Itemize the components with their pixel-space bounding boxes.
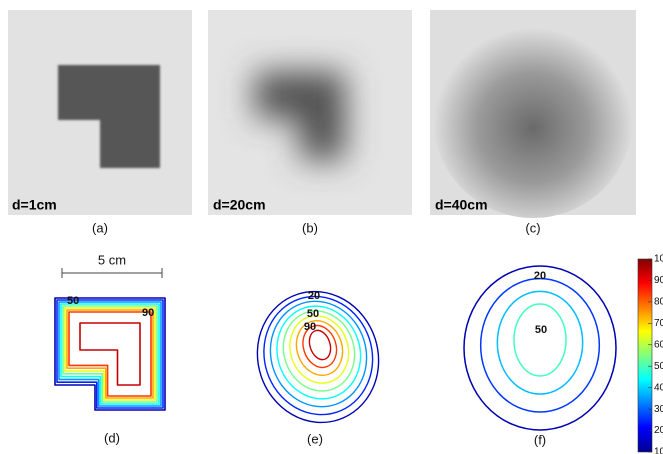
- contour: [63, 306, 157, 402]
- colorbar-label: 40: [654, 382, 663, 393]
- panel-label: (a): [92, 220, 108, 235]
- contour: [65, 308, 155, 400]
- contour: [497, 291, 582, 394]
- colorbar-label: 30: [654, 404, 663, 415]
- panel-a: [8, 10, 192, 215]
- figure: d=1cm d=20cm d=40cm (a) (b) (c) 5 cm 50 …: [0, 0, 663, 454]
- colorbar-label: 60: [654, 339, 663, 350]
- contour: [61, 304, 159, 404]
- colorbar-label: 50: [654, 361, 663, 372]
- contour-label: 50: [535, 324, 547, 336]
- colorbar-label: 90: [654, 275, 663, 286]
- scale-label: 5 cm: [98, 252, 126, 267]
- contour-label: 20: [534, 270, 546, 282]
- colorbar-label: 20: [654, 425, 663, 436]
- caption: d=40cm: [435, 197, 488, 213]
- contour: [69, 312, 151, 396]
- caption: d=1cm: [12, 197, 57, 213]
- contour: [481, 279, 600, 412]
- panel-label: (d): [104, 430, 120, 445]
- panel-c: [430, 10, 636, 218]
- contour-label: 90: [142, 307, 154, 319]
- contour: [80, 323, 140, 385]
- scale-bar: [62, 268, 162, 278]
- panel-label: (b): [302, 220, 318, 235]
- contour-label: 50: [67, 295, 79, 307]
- contour-label: 50: [307, 308, 319, 320]
- panel-label: (c): [525, 220, 540, 235]
- contour: [514, 304, 566, 376]
- panel-label: (f): [534, 432, 546, 447]
- panel-label: (e): [307, 431, 323, 446]
- colorbar-label: 10: [654, 447, 663, 454]
- colorbar-label: 70: [654, 318, 663, 329]
- panel-b: [208, 10, 412, 215]
- contour-label: 90: [304, 321, 316, 333]
- colorbar-label: 80: [654, 297, 663, 308]
- contours: [55, 266, 616, 438]
- colorbar: [638, 259, 652, 452]
- caption: d=20cm: [213, 197, 266, 213]
- contour-label: 20: [308, 290, 320, 302]
- colorbar-label: 100: [654, 254, 663, 265]
